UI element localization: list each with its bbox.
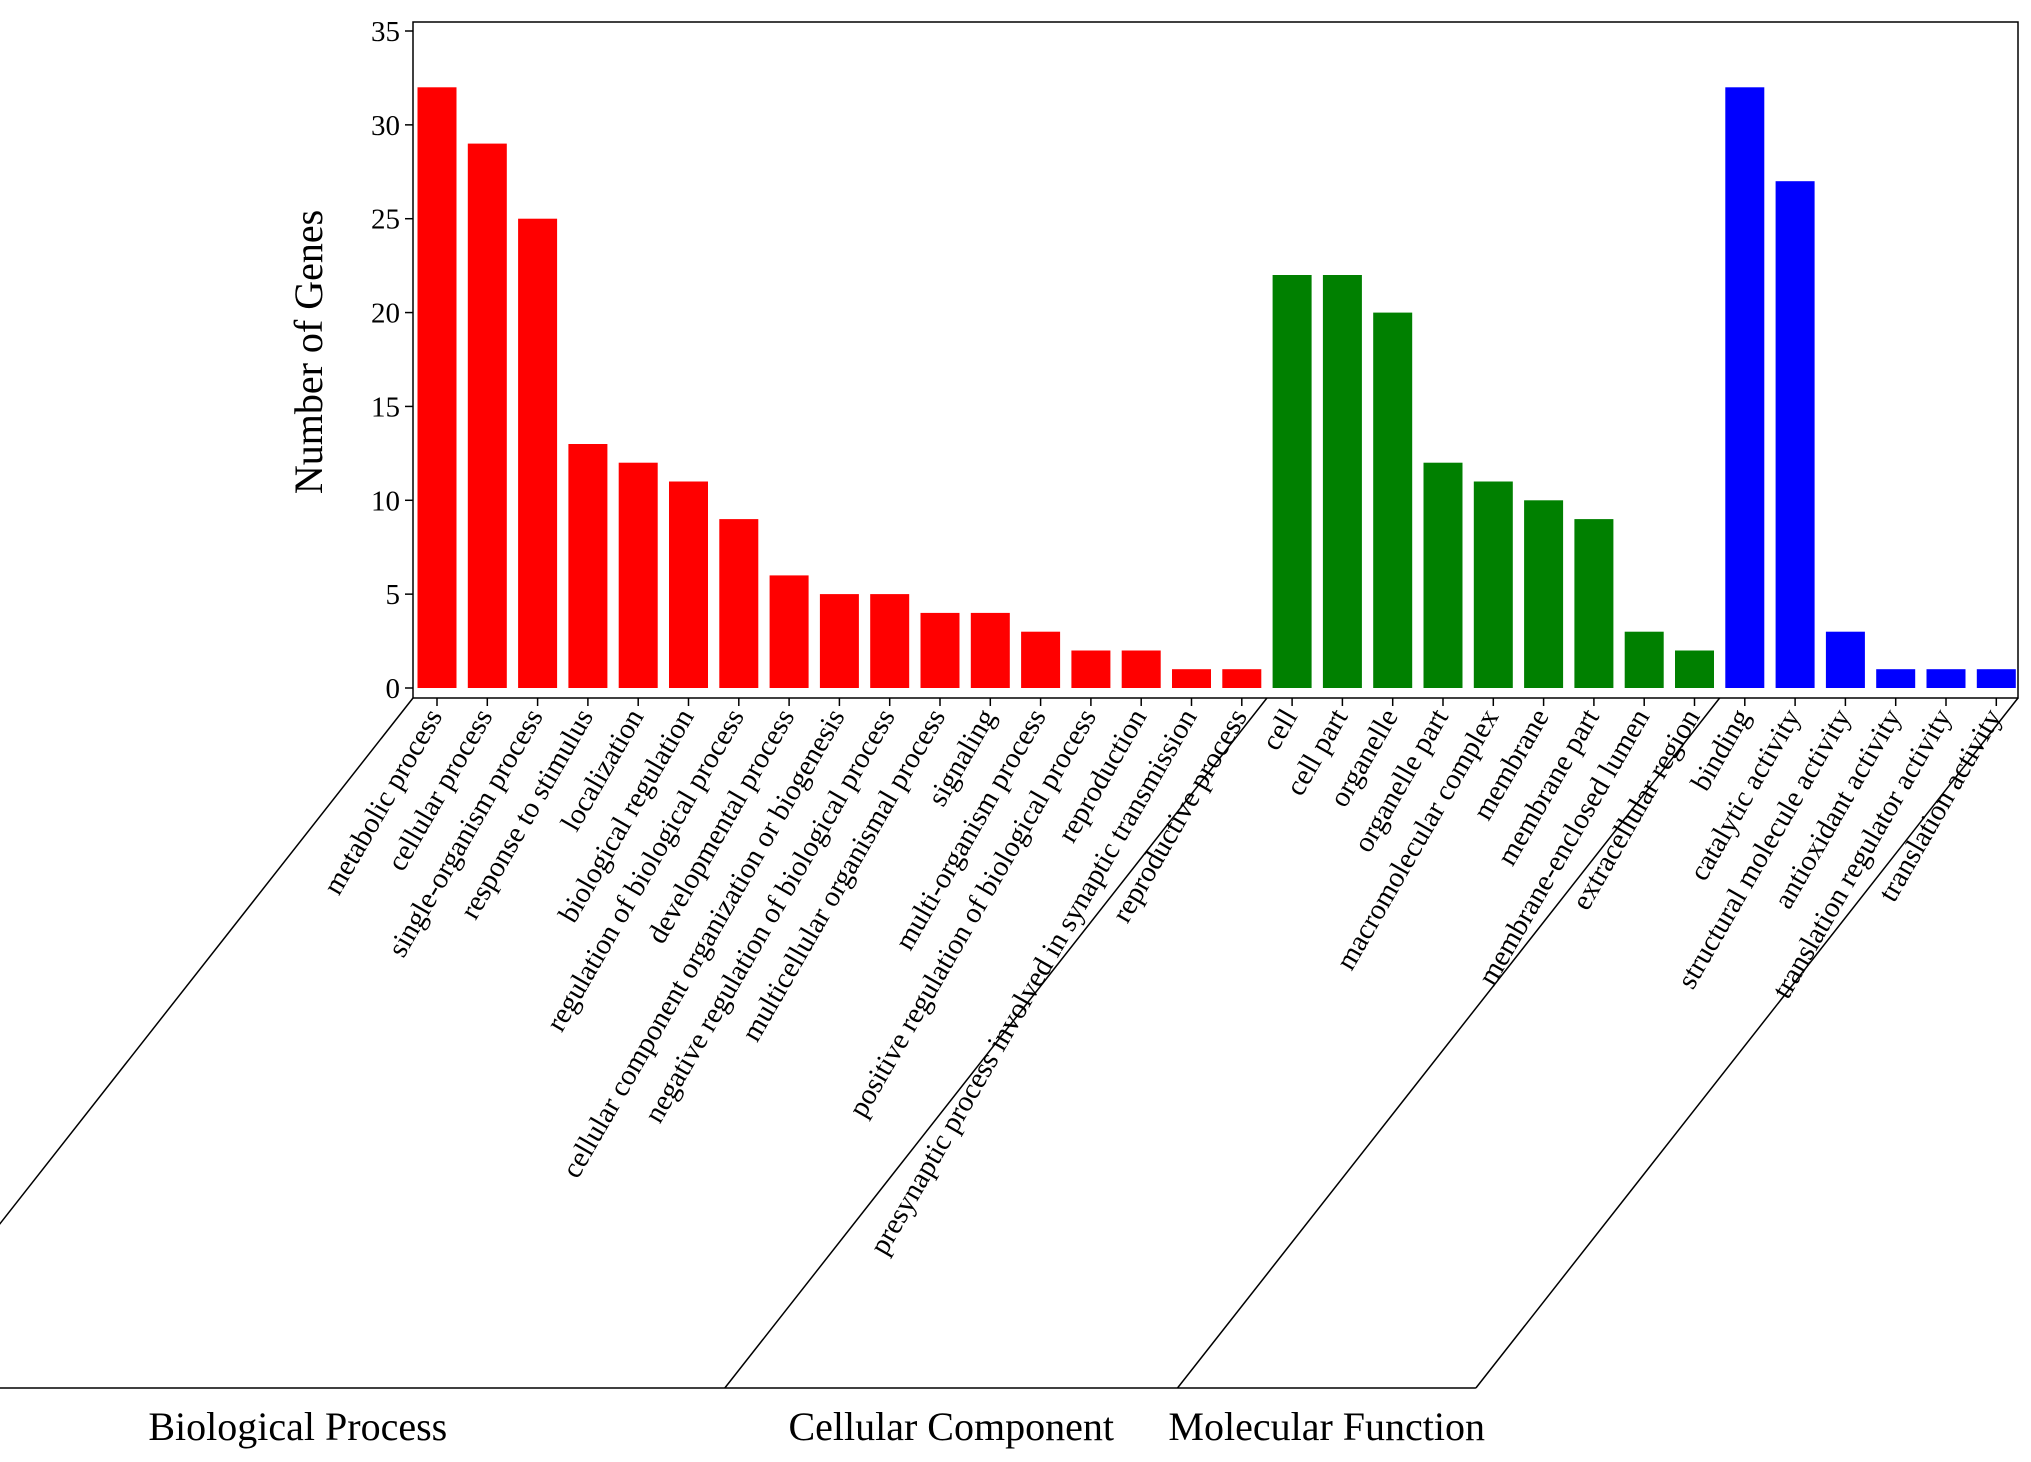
- y-tick-label: 35: [371, 16, 400, 48]
- y-tick-label: 5: [386, 579, 401, 611]
- bar-membrane: [1524, 500, 1564, 688]
- bar-cellular-component-organization-or-biogenesis: [819, 594, 859, 688]
- category-label: cell: [1256, 704, 1305, 756]
- bar-reproduction: [1121, 650, 1161, 688]
- y-tick-label: 30: [371, 110, 400, 142]
- bar-signaling: [970, 612, 1010, 688]
- group-label-cellular-component: Cellular Component: [788, 1404, 1114, 1449]
- group-separator-line: [0, 697, 414, 1225]
- bar-translation-activity: [1976, 669, 2016, 688]
- axes: 0 5 10 15 20 25 30 35: [371, 16, 2019, 706]
- bar-metabolic-process: [417, 87, 457, 689]
- bar-binding: [1725, 87, 1765, 689]
- bar-extracellular-region: [1675, 650, 1714, 688]
- bar-membrane-part: [1574, 519, 1614, 688]
- bar-catalytic-activity: [1775, 181, 1815, 688]
- group-label-molecular-function: Molecular Function: [1168, 1404, 1485, 1449]
- bar-biological-regulation: [669, 481, 708, 688]
- y-tick-label: 25: [371, 204, 400, 236]
- bar-organelle: [1373, 312, 1413, 688]
- group-separator-line: [1475, 697, 2019, 1389]
- bar-presynaptic-process-involved-in-synaptic-transmission: [1172, 669, 1211, 688]
- group-separator-line: [724, 697, 1268, 1389]
- bar-regulation-of-biological-process: [719, 519, 759, 688]
- y-tick-label: 20: [371, 298, 400, 330]
- bar-cellular-process: [467, 143, 507, 689]
- group-brackets: Biological Process Cellular Component Mole…: [0, 697, 2019, 1449]
- bar-positive-regulation-of-biological-process: [1071, 650, 1111, 688]
- bar-response-to-stimulus: [568, 444, 608, 688]
- bars: [417, 87, 2016, 689]
- y-tick-label: 15: [371, 391, 400, 423]
- bar-single-organism-process: [518, 218, 558, 688]
- bar-multi-organism-process: [1021, 631, 1061, 688]
- bar-multicellular-organismal-process: [920, 612, 960, 688]
- bar-membrane-enclosed-lumen: [1624, 631, 1664, 688]
- bar-cell: [1272, 275, 1312, 688]
- bar-localization: [618, 462, 658, 688]
- group-label-biological-process: Biological Process: [148, 1404, 447, 1449]
- group-separator-line: [1176, 697, 1721, 1389]
- y-tick-label: 0: [386, 673, 401, 705]
- bar-antioxidant-activity: [1876, 669, 1916, 688]
- bar-reproductive-process: [1222, 669, 1262, 688]
- bar-structural-molecule-activity: [1825, 631, 1865, 688]
- bar-cell-part: [1322, 275, 1362, 688]
- y-axis-label: Number of Genes: [286, 210, 331, 494]
- bar-organelle-part: [1423, 462, 1463, 688]
- bar-developmental-process: [769, 575, 809, 688]
- y-tick-label: 10: [371, 485, 400, 517]
- bar-macromolecular-complex: [1473, 481, 1513, 688]
- bar-negative-regulation-of-biological-process: [870, 594, 910, 688]
- bar-translation-regulator-activity: [1926, 669, 1966, 688]
- plot-frame: [412, 21, 2019, 699]
